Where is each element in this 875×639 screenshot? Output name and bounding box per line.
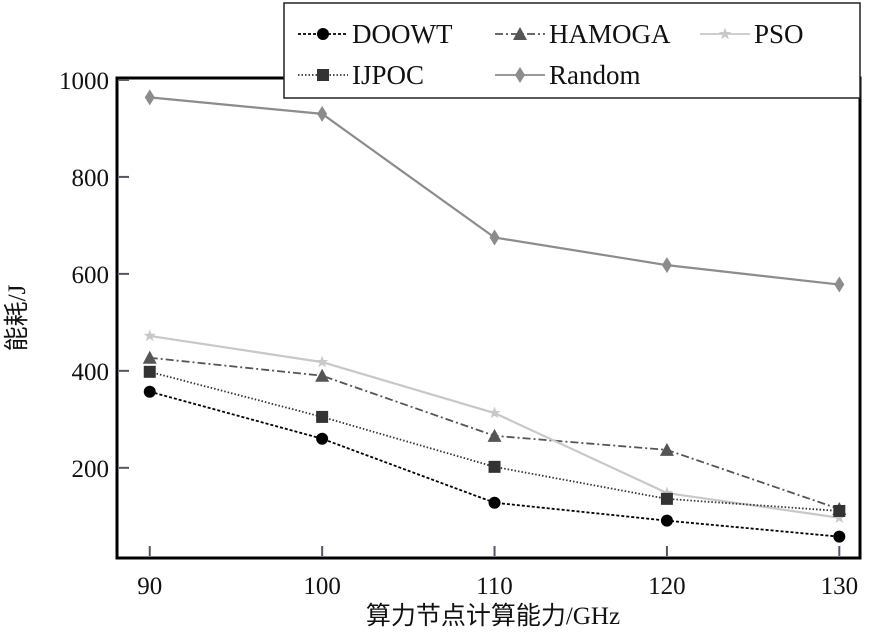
data-point	[488, 496, 501, 509]
axis-ticks: 90 100 110 120 130 200 400 600 800 1000	[59, 68, 858, 600]
series-pso	[143, 329, 846, 523]
legend-marker	[317, 69, 329, 81]
x-tick-label: 130	[821, 573, 859, 600]
data-point	[143, 385, 156, 398]
legend-marker	[317, 28, 329, 40]
legend-label: DOOWT	[352, 19, 453, 49]
legend-marker	[718, 27, 732, 40]
x-tick-label: 120	[648, 573, 686, 600]
data-point	[144, 89, 155, 106]
x-tick-label: 90	[137, 573, 162, 600]
data-point	[316, 355, 329, 368]
legend-item: PSO	[700, 19, 804, 49]
legend: DOOWT HAMOGA PSO IJPOC Random	[283, 2, 861, 99]
legend-item: DOOWT	[298, 19, 453, 49]
data-point	[142, 350, 157, 364]
legend-label: HAMOGA	[549, 19, 671, 49]
legend-marker	[513, 27, 527, 40]
data-point	[833, 530, 846, 543]
y-tick-label: 800	[72, 165, 110, 192]
y-tick-label: 1000	[59, 68, 109, 95]
data-point	[487, 428, 502, 442]
series-random	[144, 89, 845, 293]
x-tick-label: 100	[303, 573, 341, 600]
data-point	[143, 365, 156, 378]
x-tick-label: 110	[476, 573, 513, 600]
data-point	[316, 410, 329, 423]
series-ijpoc	[143, 365, 846, 517]
data-point	[316, 432, 329, 445]
plot-frame	[115, 76, 862, 560]
data-point	[143, 329, 156, 342]
series-line	[149, 96, 840, 286]
data-point	[834, 276, 845, 293]
data-point	[660, 514, 673, 527]
legend-item: IJPOC	[298, 60, 424, 90]
data-point	[833, 504, 846, 517]
series-doowt	[143, 385, 846, 543]
y-tick-label: 200	[72, 456, 110, 483]
series-hamoga	[142, 350, 847, 516]
legend-label: Random	[549, 60, 641, 90]
data-point	[317, 105, 328, 122]
data-point	[661, 257, 672, 274]
legend-item: HAMOGA	[495, 19, 671, 49]
legend-box	[283, 2, 861, 99]
legend-item: Random	[495, 60, 641, 90]
legend-label: PSO	[754, 19, 804, 49]
data-point	[315, 368, 330, 382]
data-point	[488, 460, 501, 473]
series-layer	[142, 89, 847, 543]
data-point	[660, 492, 673, 505]
data-point	[488, 406, 501, 419]
data-point	[659, 442, 674, 456]
y-tick-label: 400	[72, 359, 110, 386]
y-tick-label: 600	[72, 262, 110, 289]
series-line	[149, 334, 840, 519]
legend-marker	[515, 67, 525, 83]
x-axis-label: 算力节点计算能力/GHz	[366, 602, 620, 630]
y-axis-label: 能耗/J	[3, 284, 31, 351]
data-point	[489, 229, 500, 246]
data-point	[660, 486, 674, 499]
legend-label: IJPOC	[352, 60, 424, 90]
data-point	[833, 511, 846, 523]
